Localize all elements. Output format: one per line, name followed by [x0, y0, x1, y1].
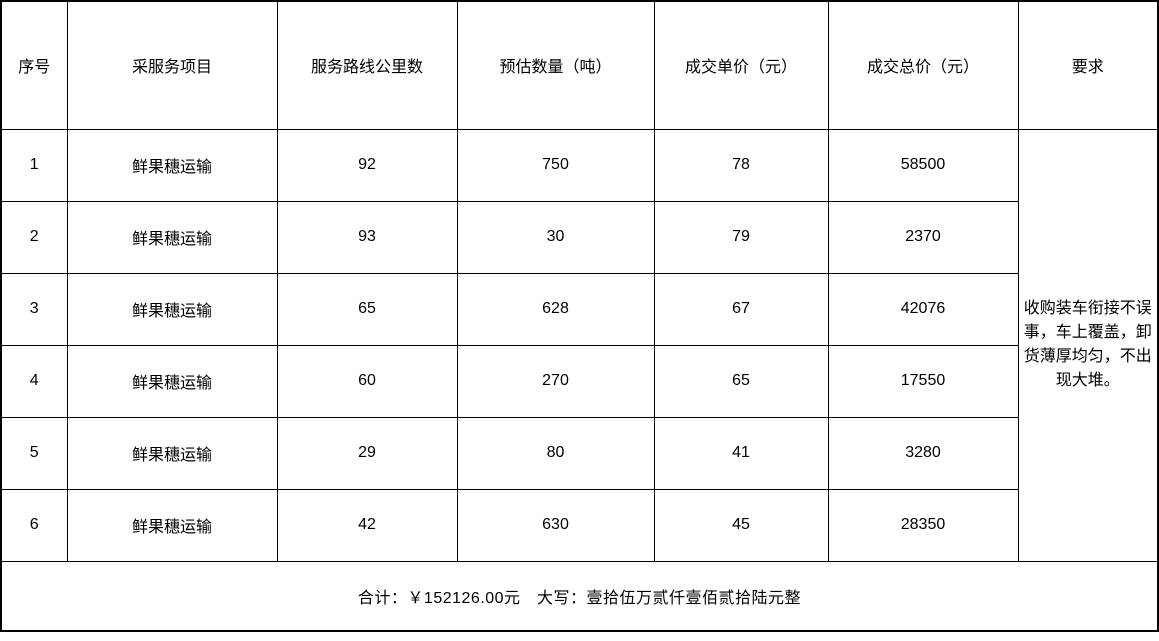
cell-km: 92 [276, 128, 458, 202]
cell-unit-price: 65 [653, 344, 829, 418]
cell-item: 鲜果穗运输 [66, 128, 278, 202]
table-row: 1 鲜果穗运输 92 750 78 58500 收购装车衔接不误事，车上覆盖，卸… [0, 128, 1159, 562]
cell-unit-price: 41 [653, 416, 829, 490]
cell-total-price: 2370 [827, 200, 1019, 274]
header-requirements: 要求 [1017, 0, 1159, 130]
cell-seq: 4 [0, 344, 68, 418]
cell-total-price: 17550 [827, 344, 1019, 418]
table-row: 4 鲜果穗运输 60 270 65 17550 [0, 344, 1158, 418]
cell-total-price: 28350 [827, 488, 1019, 562]
cell-item: 鲜果穗运输 [66, 416, 278, 490]
cell-item: 鲜果穗运输 [66, 488, 278, 562]
table-row: 5 鲜果穗运输 29 80 41 3280 [0, 416, 1158, 490]
header-km: 服务路线公里数 [276, 0, 458, 130]
cell-seq: 1 [0, 128, 68, 202]
cell-seq: 5 [0, 416, 68, 490]
cell-qty: 80 [456, 416, 655, 490]
cell-unit-price: 45 [653, 488, 829, 562]
header-unit-price: 成交单价（元） [653, 0, 829, 130]
cell-qty: 628 [456, 272, 655, 346]
cell-unit-price: 78 [653, 128, 829, 202]
table-row: 3 鲜果穗运输 65 628 67 42076 [0, 272, 1158, 346]
cell-seq: 2 [0, 200, 68, 274]
header-total-price: 成交总价（元） [827, 0, 1019, 130]
cell-qty: 270 [456, 344, 655, 418]
header-seq: 序号 [0, 0, 68, 130]
cell-total-price: 58500 [827, 128, 1019, 202]
cell-km: 29 [276, 416, 458, 490]
cell-km: 60 [276, 344, 458, 418]
header-item: 采服务项目 [66, 0, 278, 130]
cell-km: 65 [276, 272, 458, 346]
table-row: 6 鲜果穗运输 42 630 45 28350 [0, 488, 1158, 562]
cell-km: 42 [276, 488, 458, 562]
table-header-row: 序号 采服务项目 服务路线公里数 预估数量（吨） 成交单价（元） 成交总价（元）… [0, 0, 1159, 130]
summary-total: 合计：￥152126.00元 大写：壹拾伍万贰仟壹佰贰拾陆元整 [0, 560, 1159, 632]
cell-total-price: 3280 [827, 416, 1019, 490]
cell-item: 鲜果穗运输 [66, 344, 278, 418]
table-row: 2 鲜果穗运输 93 30 79 2370 [0, 200, 1158, 274]
summary-row: 合计：￥152126.00元 大写：壹拾伍万贰仟壹佰贰拾陆元整 [0, 560, 1159, 632]
cell-requirements: 收购装车衔接不误事，车上覆盖，卸货薄厚均匀，不出现大堆。 [1017, 128, 1159, 562]
cell-item: 鲜果穗运输 [66, 200, 278, 274]
cell-unit-price: 67 [653, 272, 829, 346]
cell-seq: 3 [0, 272, 68, 346]
cell-item: 鲜果穗运输 [66, 272, 278, 346]
cell-km: 93 [276, 200, 458, 274]
cell-qty: 30 [456, 200, 655, 274]
cell-qty: 750 [456, 128, 655, 202]
header-qty: 预估数量（吨） [456, 0, 655, 130]
cell-unit-price: 79 [653, 200, 829, 274]
cell-qty: 630 [456, 488, 655, 562]
cell-seq: 6 [0, 488, 68, 562]
cell-total-price: 42076 [827, 272, 1019, 346]
